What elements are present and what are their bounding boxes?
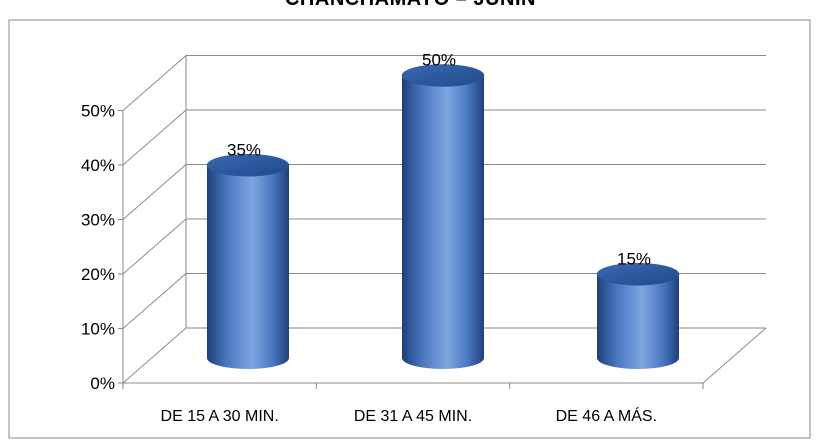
data-label: 50% (422, 51, 456, 70)
bar (206, 154, 290, 369)
y-tick-label: 30% (81, 211, 115, 230)
category-labels: DE 15 A 30 MIN. DE 31 A 45 MIN. DE 46 A MÁ… (161, 406, 658, 425)
axes (118, 55, 767, 389)
y-tick-label: 10% (81, 320, 115, 339)
y-tick-label: 50% (81, 102, 115, 121)
bar-body (402, 75, 484, 369)
bar (401, 64, 485, 369)
chart-title: CHANCHAMAYO – JUNIN (0, 0, 821, 11)
bar-top (401, 64, 485, 87)
chart-border (8, 19, 811, 439)
data-labels: 35% 50% 15% (227, 51, 651, 269)
bar-top (596, 263, 680, 286)
data-label: 15% (617, 249, 651, 268)
bars (206, 64, 680, 369)
category-label: DE 15 A 30 MIN. (161, 408, 279, 425)
y-tick-label: 0% (90, 374, 115, 393)
bar-top (206, 154, 290, 177)
y-tick-labels: 0% 10% 20% 30% 40% 50% (81, 102, 115, 394)
category-label: DE 31 A 45 MIN. (354, 408, 472, 425)
y-tick-label: 40% (81, 156, 115, 175)
y-tick-label: 20% (81, 265, 115, 284)
category-label: DE 46 A MÁS. (556, 406, 657, 425)
bar-body (597, 274, 679, 369)
data-label: 35% (227, 140, 261, 159)
floor-right-edge (702, 327, 767, 384)
bar-body (207, 165, 289, 369)
bar (596, 263, 680, 369)
